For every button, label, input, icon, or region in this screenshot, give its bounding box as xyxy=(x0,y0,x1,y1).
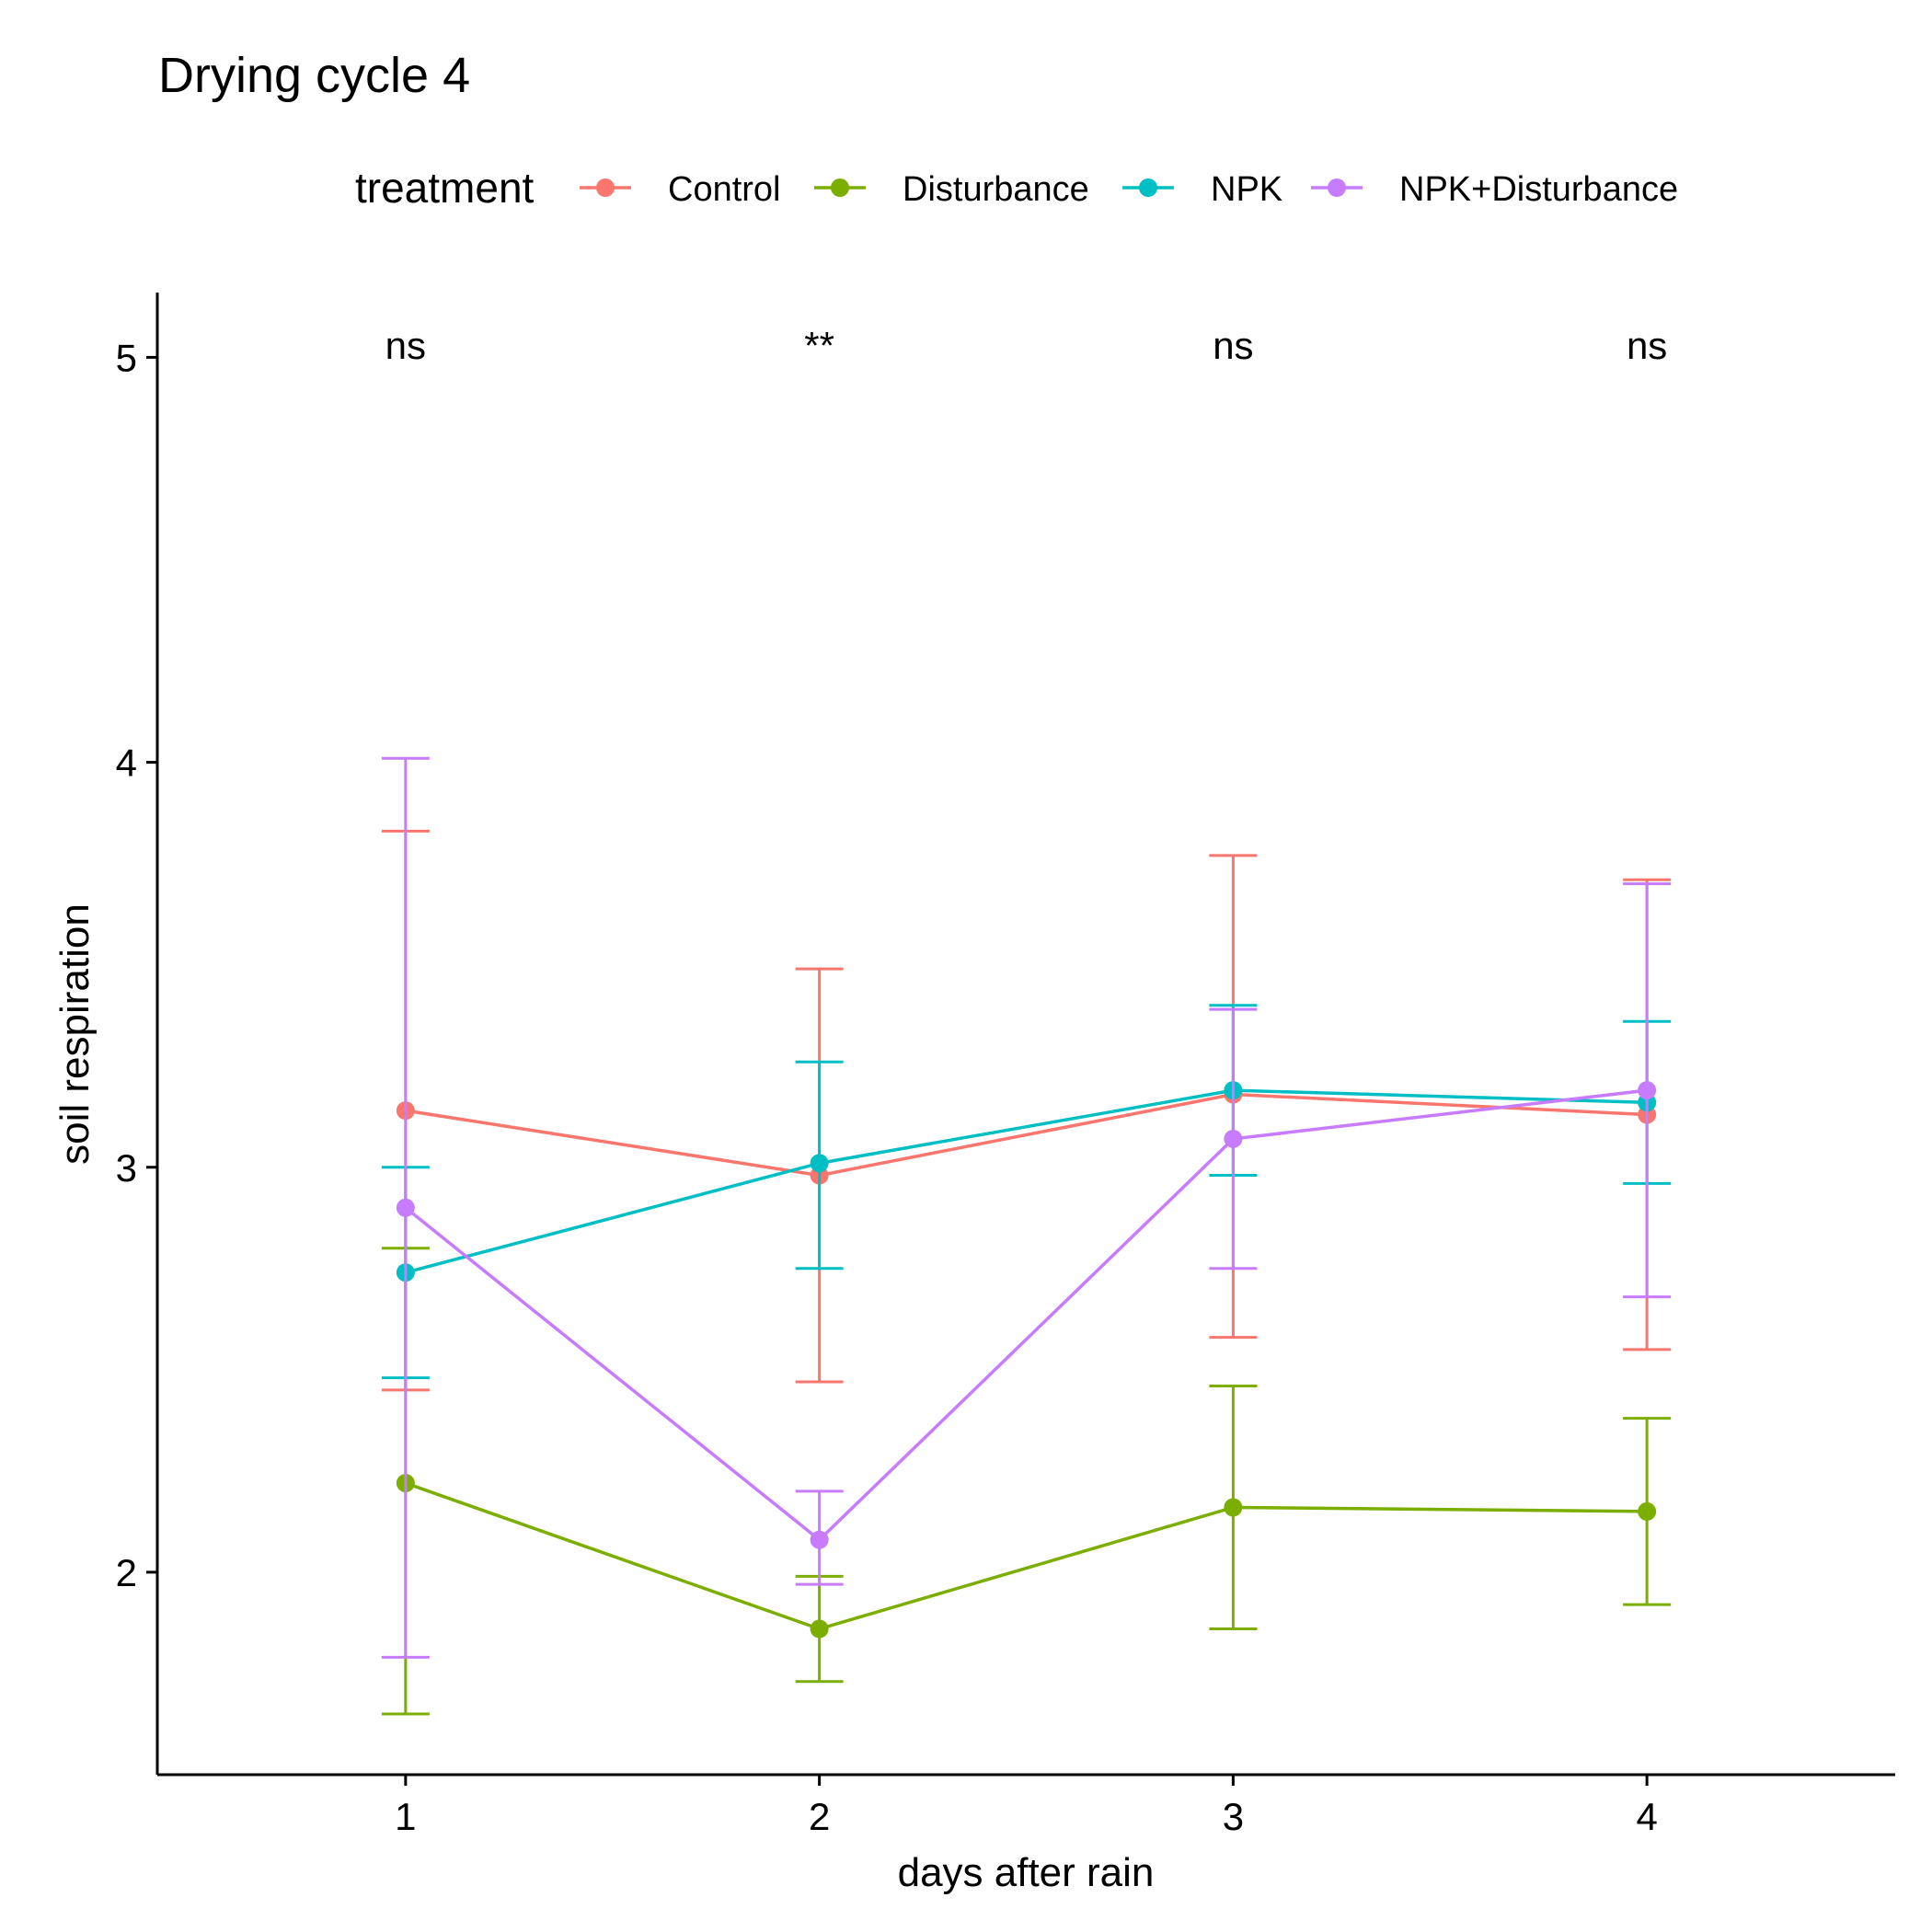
y-tick-label: 4 xyxy=(116,742,137,785)
legend-label: NPK xyxy=(1211,170,1282,209)
data-point xyxy=(810,1154,829,1173)
plot-area: ns ** ns ns 2 3 4 5 1 2 3 4 xyxy=(116,293,1895,1838)
series-line xyxy=(405,1481,1648,1631)
legend-key-point xyxy=(831,178,849,197)
series-line xyxy=(405,1092,1648,1178)
x-tick-label: 3 xyxy=(1223,1795,1244,1838)
x-tick-label: 1 xyxy=(395,1795,416,1838)
series-line xyxy=(405,1088,1648,1274)
y-tick-label: 2 xyxy=(116,1551,137,1594)
x-tick-label: 4 xyxy=(1636,1795,1657,1838)
data-point xyxy=(1638,1081,1657,1100)
series-line xyxy=(404,1088,1648,1543)
series-npk-disturbance xyxy=(381,756,1672,1659)
y-axis-label: soil respiration xyxy=(52,903,98,1165)
legend-items: Control Disturbance NPK NPK+Disturbance xyxy=(580,170,1678,209)
data-point xyxy=(1638,1501,1657,1521)
legend-item: Disturbance xyxy=(814,170,1089,209)
legend-item: Control xyxy=(580,170,781,209)
significance-label: ** xyxy=(804,324,834,367)
legend-key-point xyxy=(1328,178,1346,197)
y-tick-label: 3 xyxy=(116,1146,137,1190)
data-point xyxy=(810,1619,829,1639)
x-axis-ticks: 1 2 3 4 xyxy=(395,1775,1658,1838)
y-tick-label: 5 xyxy=(116,336,137,379)
legend-title: treatment xyxy=(355,164,535,212)
data-point xyxy=(396,1198,415,1217)
significance-annotations: ns ** ns ns xyxy=(385,324,1668,367)
significance-label: ns xyxy=(1627,324,1667,367)
legend-label: Disturbance xyxy=(903,170,1089,209)
legend-label: Control xyxy=(668,170,781,209)
significance-label: ns xyxy=(385,324,426,367)
data-point xyxy=(1224,1498,1243,1517)
legend-item: NPK xyxy=(1122,170,1282,209)
series-npk xyxy=(381,1004,1672,1380)
significance-label: ns xyxy=(1213,324,1253,367)
legend-key-point xyxy=(596,178,615,197)
legend-item: NPK+Disturbance xyxy=(1311,170,1678,209)
series-layer xyxy=(381,756,1672,1716)
chart-title: Drying cycle 4 xyxy=(158,48,470,103)
legend-key-point xyxy=(1139,178,1157,197)
data-point xyxy=(1224,1129,1243,1148)
x-axis-label: days after rain xyxy=(898,1850,1155,1895)
x-tick-label: 2 xyxy=(809,1795,830,1838)
legend: treatment Control Disturbance NPK NPK+Distu… xyxy=(355,164,1678,212)
data-point xyxy=(810,1530,829,1549)
series-disturbance xyxy=(381,1247,1672,1716)
y-axis-ticks: 2 3 4 5 xyxy=(116,336,157,1594)
legend-label: NPK+Disturbance xyxy=(1399,170,1678,209)
